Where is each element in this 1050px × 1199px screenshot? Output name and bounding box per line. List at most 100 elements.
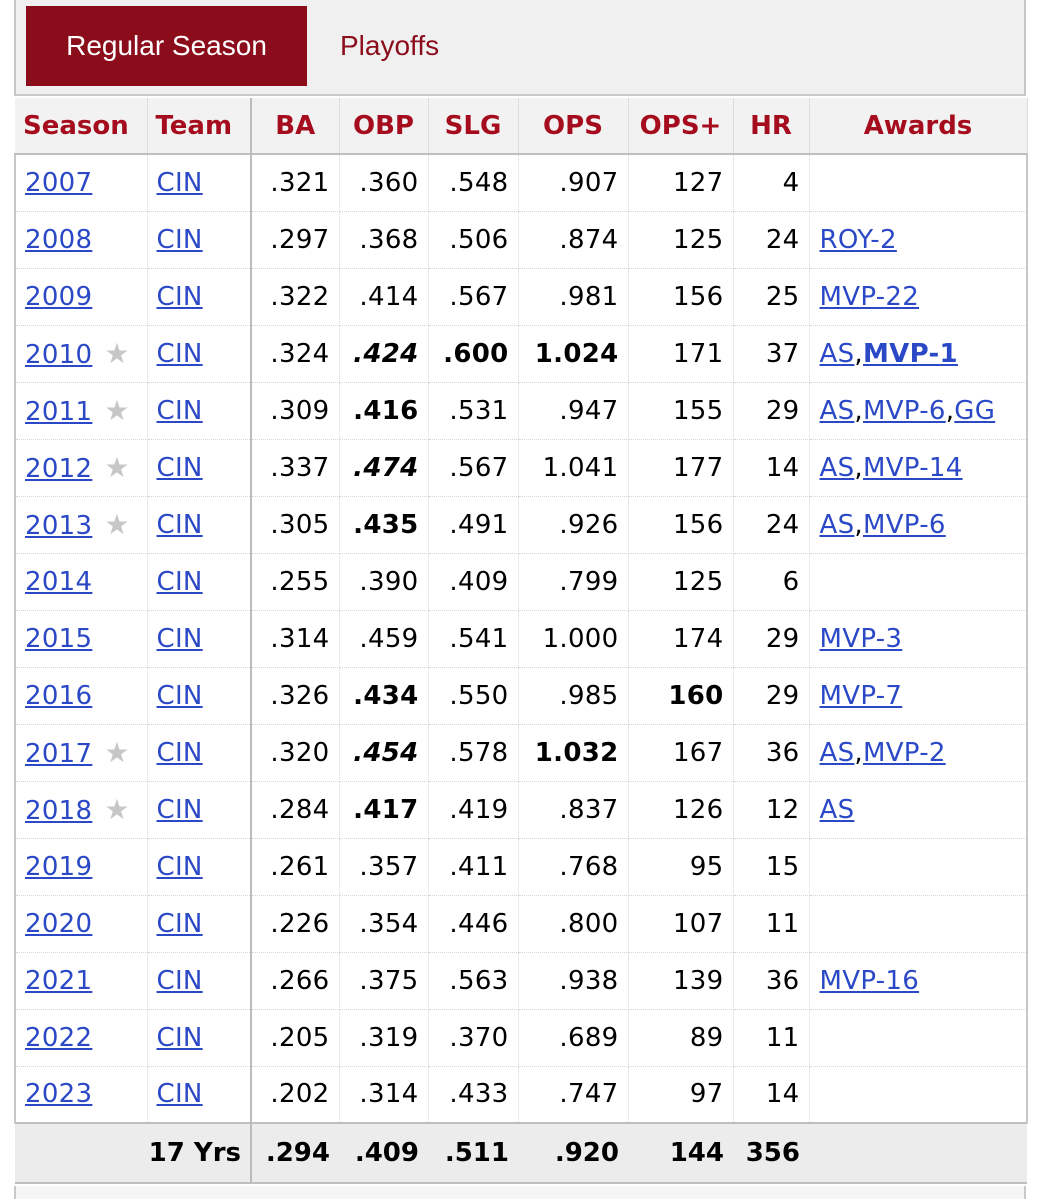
slg-cell: .600 [428, 325, 519, 383]
team-link[interactable]: CIN [156, 1079, 203, 1110]
team-link[interactable]: CIN [156, 794, 203, 825]
award-link[interactable]: MVP-7 [819, 680, 903, 711]
team-link[interactable]: CIN [156, 623, 203, 654]
team-link[interactable]: CIN [156, 224, 203, 255]
season-link[interactable]: 2007 [25, 167, 93, 198]
header-row: Season Team BA OBP SLG OPS OPS+ HR Award… [15, 98, 1028, 155]
award-link[interactable]: AS [819, 509, 855, 540]
awards-cell [809, 553, 1028, 611]
ops-cell: 1.000 [518, 610, 629, 668]
ops-cell: .926 [518, 496, 629, 554]
award-link[interactable]: AS [819, 794, 855, 825]
table-row: 2018 ★ CIN .284.417.419.837 126 12 AS [14, 781, 1028, 839]
season-link[interactable]: 2018 [25, 796, 93, 826]
table-row: 2016 CIN .326.434.550.985 160 29 MVP-7 [14, 667, 1028, 725]
season-link[interactable]: 2010 [25, 340, 93, 370]
totals-ops: .920 [518, 1122, 628, 1184]
obp-cell: .368 [339, 211, 429, 269]
season-link[interactable]: 2009 [25, 281, 93, 312]
season-link[interactable]: 2019 [25, 851, 93, 882]
col-header-ops-plus[interactable]: OPS+ [628, 98, 734, 155]
season-link[interactable]: 2023 [25, 1079, 93, 1110]
col-header-slg[interactable]: SLG [428, 98, 519, 155]
table-row: 2022 CIN .205.319.370.689 89 11 [14, 1009, 1028, 1067]
ops-plus-cell: 167 [628, 724, 734, 782]
award-link[interactable]: MVP-3 [819, 623, 903, 654]
award-link[interactable]: AS [819, 452, 855, 483]
col-header-season[interactable]: Season [15, 98, 148, 155]
ops-plus-cell: 174 [628, 610, 734, 668]
col-header-ba[interactable]: BA [251, 98, 340, 155]
col-header-team[interactable]: Team [147, 98, 252, 155]
team-link[interactable]: CIN [156, 509, 203, 540]
ops-cell: .800 [518, 895, 629, 953]
team-link[interactable]: CIN [156, 908, 203, 939]
hr-cell: 11 [733, 1009, 810, 1067]
award-link[interactable]: MVP-1 [862, 338, 958, 369]
award-separator: , [854, 509, 863, 540]
team-cell: CIN [147, 553, 252, 611]
award-link[interactable]: MVP-6 [862, 509, 946, 540]
ops-cell: 1.041 [518, 439, 629, 497]
season-link[interactable]: 2012 [25, 454, 93, 484]
totals-ba: .294 [251, 1122, 339, 1184]
team-link[interactable]: CIN [156, 737, 203, 768]
award-link[interactable]: MVP-6 [862, 395, 946, 426]
season-link[interactable]: 2008 [25, 224, 93, 255]
team-link[interactable]: CIN [156, 851, 203, 882]
slg-cell: .411 [428, 838, 519, 896]
slg-cell: .446 [428, 895, 519, 953]
hr-cell: 11 [733, 895, 810, 953]
team-link[interactable]: CIN [156, 281, 203, 312]
team-link[interactable]: CIN [156, 566, 203, 597]
hr-cell: 6 [733, 553, 810, 611]
awards-cell: ROY-2 [809, 211, 1028, 269]
ba-cell: .297 [251, 211, 340, 269]
season-cell: 2022 [14, 1009, 148, 1067]
team-link[interactable]: CIN [156, 452, 203, 483]
col-header-hr[interactable]: HR [733, 98, 810, 155]
ops-cell: .938 [518, 952, 629, 1010]
season-link[interactable]: 2017 [25, 739, 93, 769]
season-link[interactable]: 2013 [25, 511, 93, 541]
season-link[interactable]: 2011 [25, 397, 93, 427]
award-link[interactable]: AS [819, 737, 855, 768]
season-link[interactable]: 2020 [25, 908, 93, 939]
ops-plus-cell: 171 [628, 325, 734, 383]
slg-cell: .578 [428, 724, 519, 782]
season-link[interactable]: 2015 [25, 623, 93, 654]
totals-slg: .511 [428, 1122, 518, 1184]
award-link[interactable]: AS [819, 338, 855, 369]
ba-cell: .266 [251, 952, 340, 1010]
table-row: 2017 ★ CIN .320.454.578 1.032 167 36 AS,MVP-2 [14, 724, 1028, 782]
team-link[interactable]: CIN [156, 680, 203, 711]
team-link[interactable]: CIN [156, 395, 203, 426]
season-link[interactable]: 2014 [25, 566, 93, 597]
table-row: 2015 CIN .314.459.541 1.000 174 29 MVP-3 [14, 610, 1028, 668]
team-link[interactable]: CIN [156, 338, 203, 369]
col-header-obp[interactable]: OBP [339, 98, 429, 155]
award-link[interactable]: GG [954, 395, 996, 426]
award-link[interactable]: MVP-2 [862, 737, 946, 768]
award-link[interactable]: MVP-16 [819, 965, 920, 996]
team-link[interactable]: CIN [156, 167, 203, 198]
season-cell: 2007 [14, 154, 148, 212]
season-cell: 2013 ★ [14, 496, 148, 554]
ops-cell: 1.032 [518, 724, 629, 782]
hr-cell: 4 [733, 154, 810, 212]
tab-playoffs[interactable]: Playoffs [340, 30, 440, 61]
award-link[interactable]: ROY-2 [819, 224, 897, 255]
col-header-awards[interactable]: Awards [809, 98, 1028, 155]
award-link[interactable]: MVP-22 [819, 281, 920, 312]
table-row: 2021 CIN .266.375.563.938 139 36 MVP-16 [14, 952, 1028, 1010]
col-header-ops[interactable]: OPS [518, 98, 629, 155]
team-link[interactable]: CIN [156, 1022, 203, 1053]
season-link[interactable]: 2016 [25, 680, 93, 711]
award-link[interactable]: MVP-14 [862, 452, 963, 483]
award-link[interactable]: AS [819, 395, 855, 426]
season-link[interactable]: 2022 [25, 1022, 93, 1053]
season-link[interactable]: 2021 [25, 965, 93, 996]
team-link[interactable]: CIN [156, 965, 203, 996]
tab-regular-season[interactable]: Regular Season [26, 6, 307, 86]
team-cell: CIN [147, 895, 252, 953]
